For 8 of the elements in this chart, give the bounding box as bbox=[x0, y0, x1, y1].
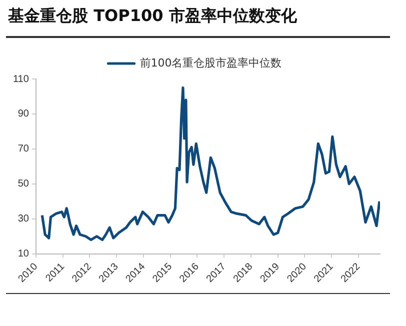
y-tick-label: 90 bbox=[18, 108, 30, 120]
y-tick-label: 50 bbox=[18, 178, 30, 190]
y-tick-label: 110 bbox=[12, 74, 30, 85]
chart-title: 基金重仓股 TOP100 市盈率中位数变化 bbox=[8, 6, 297, 27]
y-tick-label: 70 bbox=[18, 144, 30, 155]
y-tick-label: 10 bbox=[18, 248, 30, 260]
legend-label: 前100名重仓股市盈率中位数 bbox=[140, 56, 282, 70]
y-tick-label: 30 bbox=[18, 214, 30, 225]
